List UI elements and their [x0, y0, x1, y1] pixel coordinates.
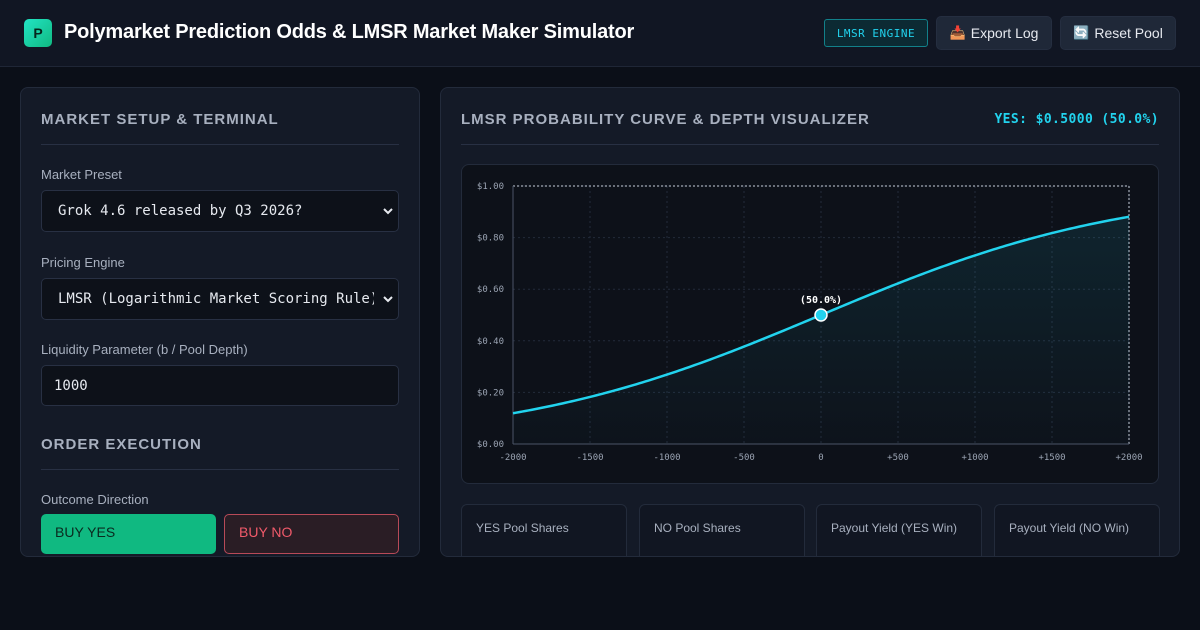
yes-price-readout: YES: $0.5000 (50.0%)	[994, 112, 1159, 127]
chevron-down-icon	[383, 296, 393, 303]
y-tick-label: $1.00	[477, 182, 504, 192]
x-tick-label: +1500	[1038, 453, 1065, 463]
y-tick-label: $0.20	[477, 388, 504, 398]
x-tick-label: +500	[887, 453, 909, 463]
direction-label: Outcome Direction	[41, 492, 149, 507]
reset-pool-label: Reset Pool	[1094, 25, 1163, 41]
export-log-label: Export Log	[970, 25, 1039, 41]
market-preset-select[interactable]: Grok 4.6 released by Q3 2026?	[41, 190, 399, 232]
y-tick-label: $0.60	[477, 285, 504, 295]
app-logo: P	[24, 19, 52, 47]
visualizer-panel: LMSR PROBABILITY CURVE & DEPTH VISUALIZE…	[440, 87, 1180, 557]
pricing-engine-value: LMSR (Logarithmic Market Scoring Rule)	[58, 291, 374, 307]
x-tick-label: -2000	[499, 453, 526, 463]
x-tick-label: +2000	[1115, 453, 1142, 463]
stat-label: YES Pool Shares	[476, 521, 569, 535]
setup-divider	[41, 144, 399, 145]
buy-no-button[interactable]: BUY NO	[224, 514, 399, 554]
reset-pool-button[interactable]: 🔄 Reset Pool	[1060, 16, 1176, 50]
market-preset-value: Grok 4.6 released by Q3 2026?	[58, 203, 303, 219]
stat-label: Payout Yield (YES Win)	[831, 521, 958, 535]
y-tick-label: $0.00	[477, 440, 504, 450]
x-tick-label: -1000	[653, 453, 680, 463]
pricing-engine-label: Pricing Engine	[41, 255, 125, 270]
liquidity-input[interactable]: 1000	[41, 365, 399, 406]
order-section-title: ORDER EXECUTION	[41, 436, 202, 453]
stat-label: NO Pool Shares	[654, 521, 741, 535]
probability-chart: $0.00 $0.20 $0.40 $0.60 $0.80 $1.00 -2000 -1500…	[461, 164, 1159, 484]
x-tick-label: -500	[733, 453, 755, 463]
liquidity-label: Liquidity Parameter (b / Pool Depth)	[41, 342, 248, 357]
marker-label: (50.0%)	[800, 295, 842, 306]
stat-card-yes-yield: Payout Yield (YES Win)	[816, 504, 982, 556]
visualizer-title: LMSR PROBABILITY CURVE & DEPTH VISUALIZE…	[461, 111, 870, 128]
y-tick-label: $0.80	[477, 234, 504, 244]
depth-area	[513, 216, 1129, 444]
y-tick-label: $0.40	[477, 337, 504, 347]
liquidity-value: 1000	[54, 377, 88, 394]
visualizer-divider	[461, 144, 1159, 145]
preset-label: Market Preset	[41, 167, 122, 182]
stat-label: Payout Yield (NO Win)	[1009, 521, 1130, 535]
x-tick-label: 0	[818, 453, 823, 463]
stat-card-no-shares: NO Pool Shares	[639, 504, 805, 556]
buy-yes-button[interactable]: BUY YES	[41, 514, 216, 554]
current-price-marker	[814, 308, 828, 322]
setup-section-title: MARKET SETUP & TERMINAL	[41, 111, 279, 128]
chevron-down-icon	[383, 208, 393, 215]
download-icon: 📥	[949, 25, 966, 40]
stat-card-no-yield: Payout Yield (NO Win)	[994, 504, 1160, 556]
x-tick-label: +1000	[961, 453, 988, 463]
top-bar: P Polymarket Prediction Odds & LMSR Mark…	[0, 0, 1200, 67]
refresh-icon: 🔄	[1073, 25, 1090, 40]
x-tick-label: -1500	[576, 453, 603, 463]
engine-badge: LMSR ENGINE	[824, 19, 928, 47]
order-divider	[41, 469, 399, 470]
pricing-engine-select[interactable]: LMSR (Logarithmic Market Scoring Rule)	[41, 278, 399, 320]
app-title: Polymarket Prediction Odds & LMSR Market…	[64, 21, 635, 43]
stat-card-yes-shares: YES Pool Shares	[461, 504, 627, 556]
probability-chart-svg: $0.00 $0.20 $0.40 $0.60 $0.80 $1.00 -2000 -1500…	[477, 182, 1143, 463]
market-setup-panel: MARKET SETUP & TERMINAL Market Preset Gr…	[20, 87, 420, 557]
export-log-button[interactable]: 📥 Export Log	[936, 16, 1052, 50]
